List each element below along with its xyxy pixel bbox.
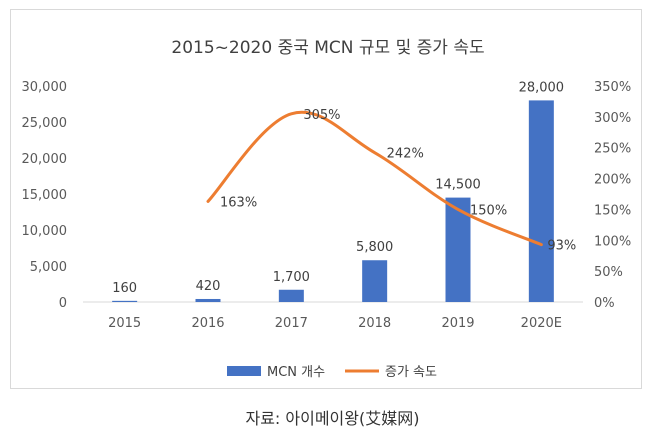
y2-tick-label: 150% — [594, 203, 631, 218]
x-tick-label: 2015 — [108, 316, 141, 331]
y2-tick-label: 250% — [594, 142, 631, 157]
y-tick-label: 5,000 — [30, 260, 67, 275]
y-tick-label: 25,000 — [22, 116, 68, 131]
y2-tick-label: 350% — [594, 80, 631, 95]
chart-frame: 2015~2020 중국 MCN 규모 및 증가 속도 0 5,000 10,000… — [10, 9, 642, 389]
left-axis-ticks: 0 5,000 10,000 15,000 20,000 25,000 30,000 — [22, 80, 68, 311]
bar-value-label: 5,800 — [356, 240, 393, 255]
y2-tick-label: 300% — [594, 111, 631, 126]
y2-tick-label: 100% — [594, 234, 631, 249]
bar-value-label: 14,500 — [435, 178, 481, 193]
line-value-label: 93% — [547, 239, 576, 254]
bar — [112, 300, 138, 302]
combo-chart: 2015~2020 중국 MCN 규모 및 증가 속도 0 5,000 10,000… — [22, 38, 632, 380]
y2-tick-label: 50% — [594, 265, 623, 280]
line-value-label: 242% — [387, 147, 424, 162]
x-tick-label: 2020E — [521, 316, 562, 331]
bar — [195, 298, 221, 302]
y-tick-label: 15,000 — [22, 188, 68, 203]
source-caption: 자료: 아이메이왕(艾媒网) — [245, 409, 420, 428]
x-tick-label: 2018 — [358, 316, 391, 331]
line-value-label: 305% — [303, 108, 340, 123]
bar-value-label: 1,700 — [273, 270, 310, 285]
x-tick-label: 2019 — [441, 316, 474, 331]
line-value-label: 163% — [220, 195, 257, 210]
bar-series — [112, 100, 554, 303]
bar — [278, 289, 304, 302]
legend-label-growth: 증가 속도 — [385, 365, 437, 380]
line-value-label: 150% — [470, 203, 507, 218]
y2-tick-label: 200% — [594, 173, 631, 188]
legend-swatch-mcn — [227, 366, 261, 376]
y-tick-label: 0 — [59, 296, 67, 311]
y-tick-label: 30,000 — [22, 80, 68, 95]
y-tick-label: 20,000 — [22, 152, 68, 167]
y-tick-label: 10,000 — [22, 224, 68, 239]
bar-value-label: 420 — [196, 279, 221, 294]
bar-data-labels: 160 420 1,700 5,800 14,500 28,000 — [112, 80, 564, 295]
line-data-labels: 163% 305% 242% 150% 93% — [220, 108, 576, 254]
y2-tick-label: 0% — [594, 296, 615, 311]
x-axis-ticks: 2015 2016 2017 2018 2019 2020E — [108, 316, 562, 331]
bar — [362, 260, 388, 302]
legend: MCN 개수 증가 속도 — [227, 365, 437, 380]
x-tick-label: 2016 — [191, 316, 224, 331]
chart-title: 2015~2020 중국 MCN 규모 및 증가 속도 — [171, 38, 484, 58]
bar — [528, 100, 554, 303]
right-axis-ticks: 0% 50% 100% 150% 200% 250% 300% 350% — [594, 80, 631, 311]
legend-label-mcn: MCN 개수 — [267, 365, 325, 380]
growth-line — [206, 110, 543, 247]
x-tick-label: 2017 — [275, 316, 308, 331]
bar-value-label: 160 — [112, 281, 137, 296]
bar-value-label: 28,000 — [519, 80, 565, 95]
line-series — [206, 110, 543, 247]
